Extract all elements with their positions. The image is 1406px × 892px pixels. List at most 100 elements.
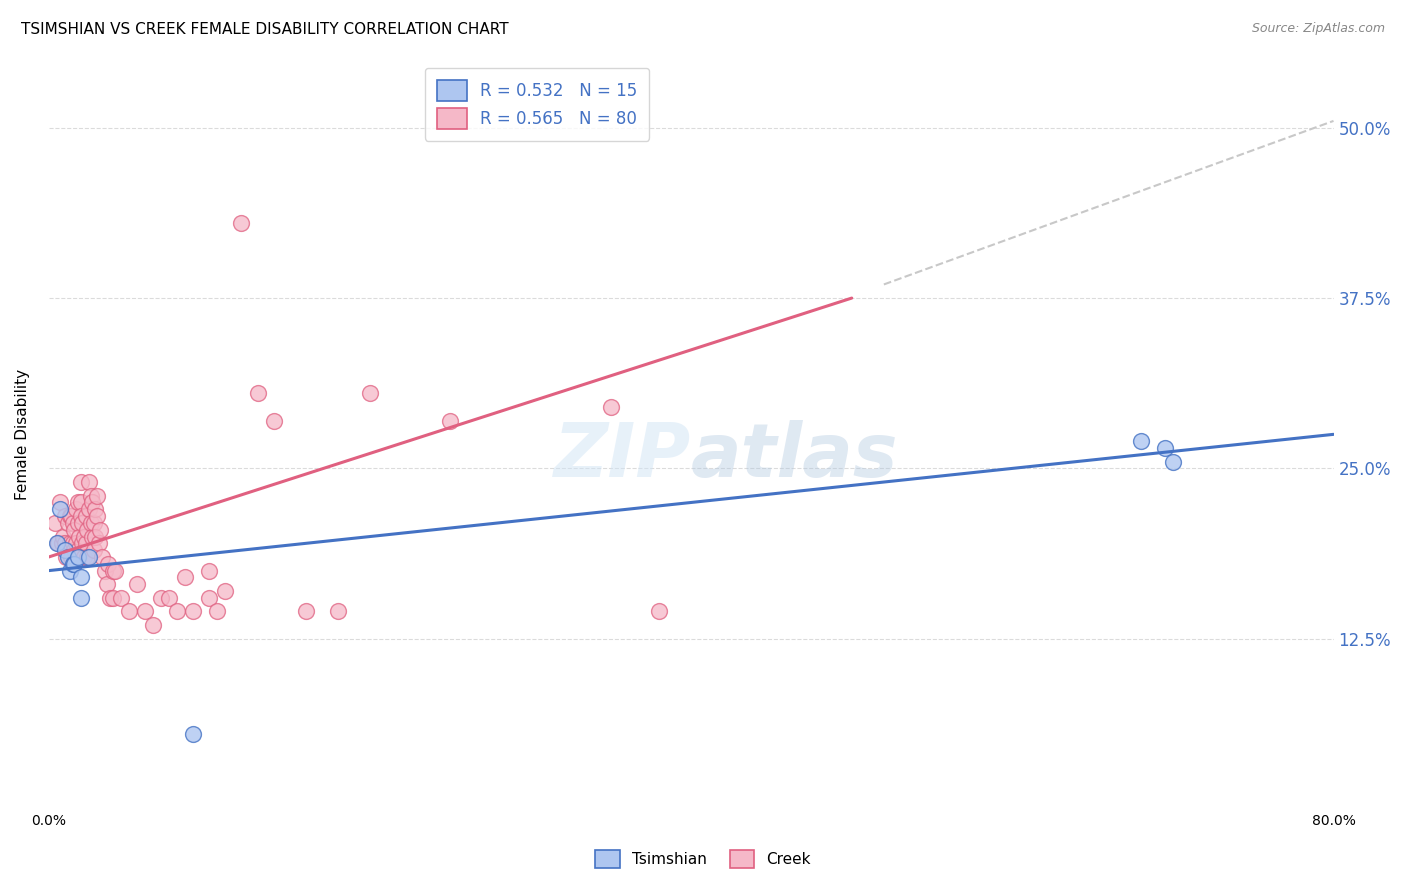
Point xyxy=(101,564,124,578)
Text: atlas: atlas xyxy=(692,420,898,493)
Point xyxy=(70,509,93,524)
Point xyxy=(83,543,105,558)
Point xyxy=(49,495,72,509)
Point xyxy=(96,577,118,591)
Legend: R = 0.532   N = 15, R = 0.565   N = 80: R = 0.532 N = 15, R = 0.565 N = 80 xyxy=(425,68,650,141)
Point xyxy=(52,530,75,544)
Point xyxy=(84,530,107,544)
Point xyxy=(89,523,111,537)
Point xyxy=(77,502,100,516)
Point xyxy=(59,564,82,578)
Point xyxy=(60,549,83,564)
Point xyxy=(181,727,204,741)
Point xyxy=(97,557,120,571)
Point xyxy=(79,516,101,530)
Point xyxy=(73,549,96,564)
Text: ZIP: ZIP xyxy=(554,420,692,493)
Legend: Tsimshian, Creek: Tsimshian, Creek xyxy=(588,843,818,875)
Point xyxy=(82,495,104,509)
Point xyxy=(59,509,82,524)
Point xyxy=(94,564,117,578)
Point xyxy=(72,516,94,530)
Point xyxy=(166,605,188,619)
Point xyxy=(326,605,349,619)
Point xyxy=(90,549,112,564)
Point xyxy=(70,570,93,584)
Point xyxy=(59,536,82,550)
Point xyxy=(207,605,229,619)
Point xyxy=(77,549,100,564)
Point xyxy=(231,216,253,230)
Point xyxy=(60,509,83,524)
Point xyxy=(67,530,90,544)
Point xyxy=(104,564,127,578)
Point xyxy=(83,516,105,530)
Point xyxy=(55,549,77,564)
Point xyxy=(87,536,110,550)
Point xyxy=(45,536,67,550)
Point xyxy=(75,536,97,550)
Point xyxy=(77,475,100,489)
Point xyxy=(86,509,108,524)
Point xyxy=(82,530,104,544)
Text: Source: ZipAtlas.com: Source: ZipAtlas.com xyxy=(1251,22,1385,36)
Point xyxy=(70,495,93,509)
Point xyxy=(66,543,89,558)
Point xyxy=(648,605,671,619)
Point xyxy=(198,591,221,605)
Point xyxy=(294,605,316,619)
Point xyxy=(49,502,72,516)
Point xyxy=(63,543,86,558)
Point xyxy=(150,591,173,605)
Point xyxy=(70,591,93,605)
Point xyxy=(67,549,90,564)
Point xyxy=(66,516,89,530)
Point xyxy=(72,536,94,550)
Point xyxy=(157,591,180,605)
Point xyxy=(359,386,381,401)
Point xyxy=(599,400,621,414)
Point xyxy=(79,489,101,503)
Point xyxy=(86,489,108,503)
Point xyxy=(51,536,73,550)
Point xyxy=(53,509,76,524)
Point xyxy=(198,564,221,578)
Point xyxy=(174,570,197,584)
Point xyxy=(65,536,87,550)
Text: TSIMSHIAN VS CREEK FEMALE DISABILITY CORRELATION CHART: TSIMSHIAN VS CREEK FEMALE DISABILITY COR… xyxy=(21,22,509,37)
Point xyxy=(66,549,89,564)
Point xyxy=(53,536,76,550)
Point xyxy=(73,530,96,544)
Point xyxy=(142,618,165,632)
Point xyxy=(1161,454,1184,468)
Point xyxy=(48,536,70,550)
Point xyxy=(134,605,156,619)
Point xyxy=(56,516,79,530)
Point xyxy=(246,386,269,401)
Point xyxy=(70,475,93,489)
Point xyxy=(63,557,86,571)
Point xyxy=(1129,434,1152,449)
Point xyxy=(62,557,84,571)
Point xyxy=(65,502,87,516)
Point xyxy=(63,523,86,537)
Point xyxy=(53,543,76,558)
Point xyxy=(101,591,124,605)
Point xyxy=(56,549,79,564)
Point xyxy=(76,523,98,537)
Point xyxy=(439,414,461,428)
Y-axis label: Female Disability: Female Disability xyxy=(15,368,30,500)
Point xyxy=(98,591,121,605)
Point xyxy=(181,605,204,619)
Point xyxy=(118,605,141,619)
Point xyxy=(263,414,285,428)
Point xyxy=(110,591,132,605)
Point xyxy=(44,516,66,530)
Point xyxy=(62,516,84,530)
Point xyxy=(66,495,89,509)
Point xyxy=(75,509,97,524)
Point xyxy=(62,536,84,550)
Point xyxy=(84,502,107,516)
Point xyxy=(214,584,236,599)
Point xyxy=(76,549,98,564)
